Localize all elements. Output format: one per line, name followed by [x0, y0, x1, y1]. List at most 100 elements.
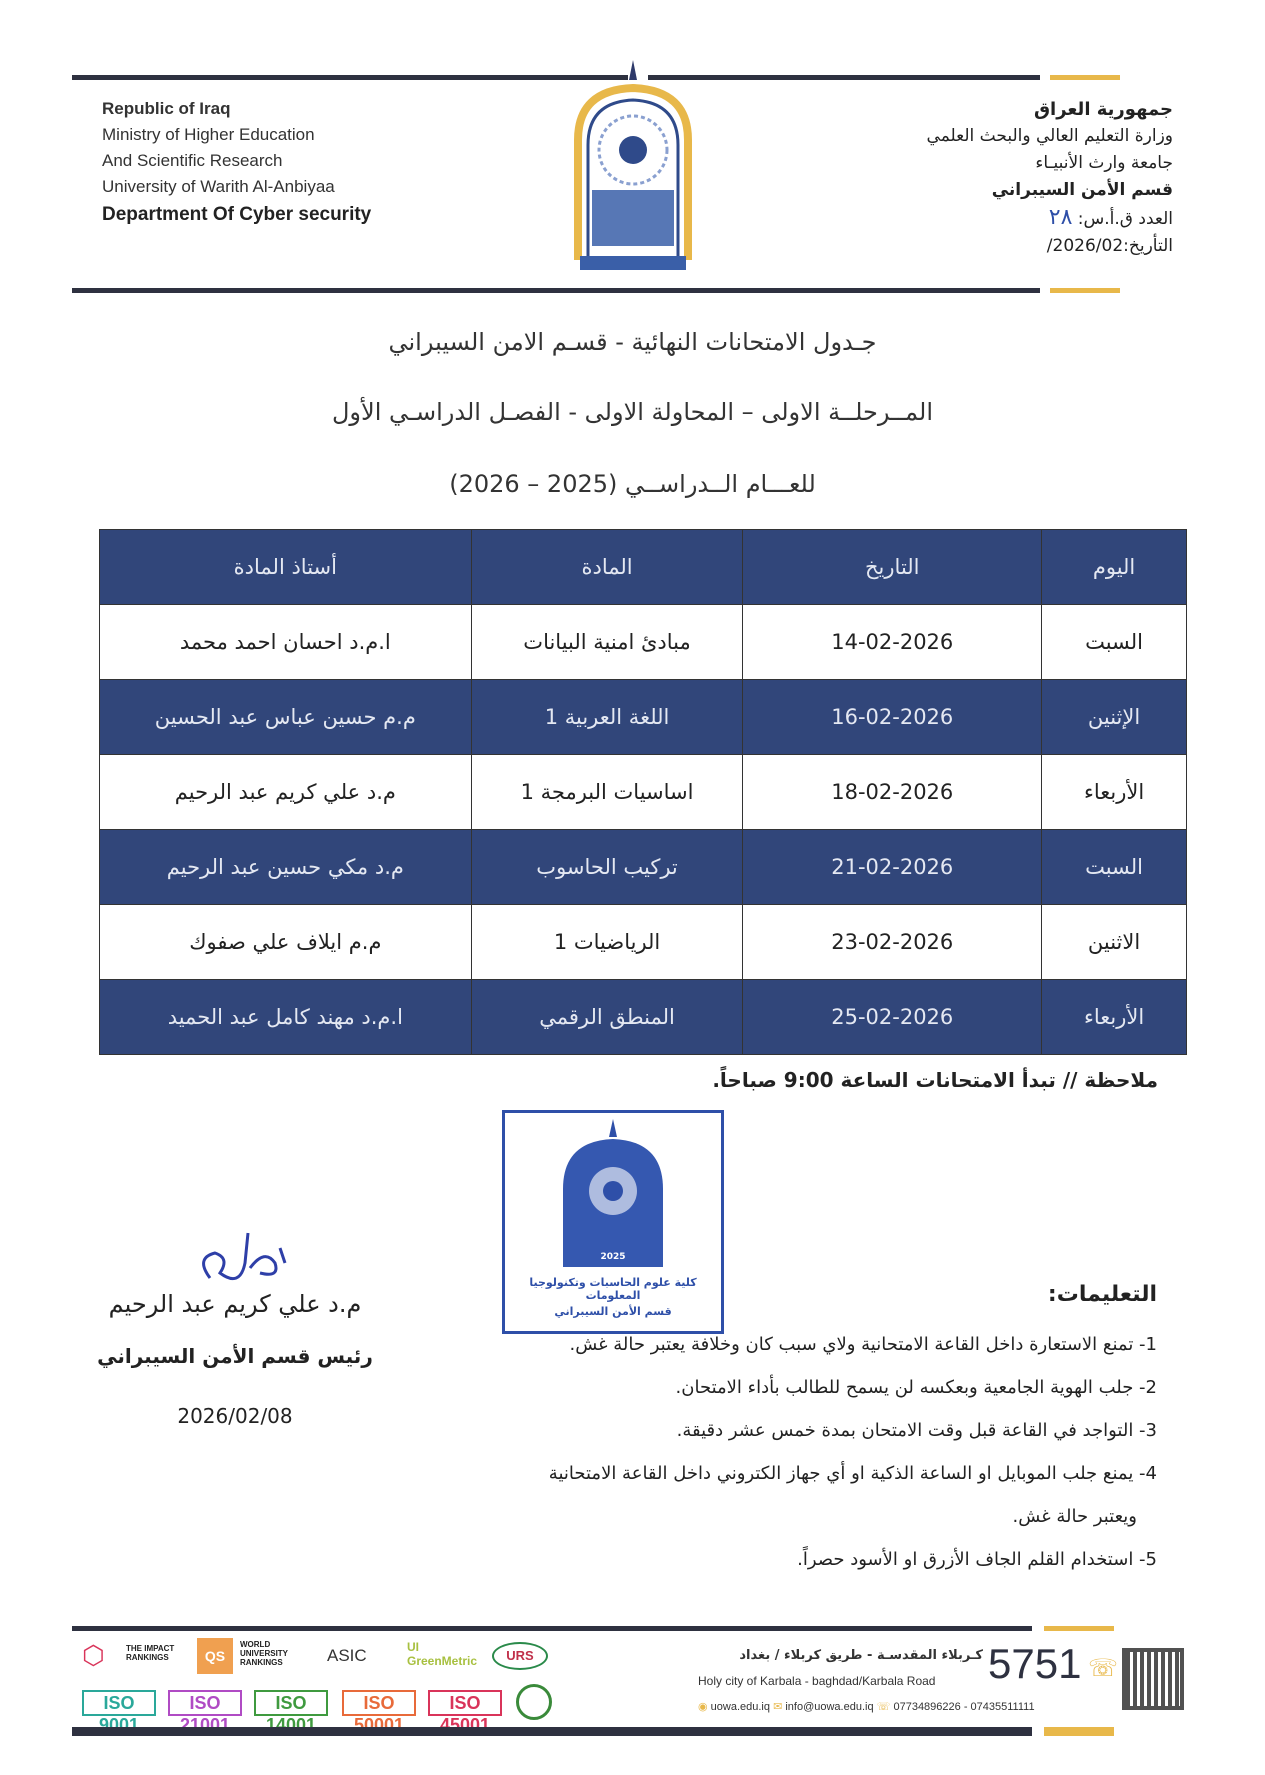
handwritten-signature — [190, 1218, 290, 1302]
table-row: السبت 21-02-2026 تركيب الحاسوب م.د مكي حسين… — [99, 829, 1187, 905]
cell-instructor: م.م حسين عباس عبد الحسين — [99, 679, 472, 755]
hotline-number: 5751 — [988, 1640, 1082, 1687]
cell-date: 14-02-2026 — [742, 604, 1043, 680]
reference-number: العدد ق.أ.س: ٢٨ — [1048, 205, 1173, 230]
table-row: السبت 14-02-2026 مبادئ امنية البيانات ا.م.د… — [99, 604, 1187, 680]
iso-21001-badge: ISO 21001 — [168, 1690, 242, 1735]
address-english: Holy city of Karbala - baghdad/Karbala R… — [698, 1674, 936, 1688]
header-date: التأريخ:2026/02/ — [1046, 236, 1173, 256]
ministry-label-2: And Scientific Research — [102, 151, 283, 170]
cell-day: الاثنين — [1041, 904, 1187, 980]
cell-instructor: ا.م.د مهند كامل عبد الحميد — [99, 979, 472, 1055]
rankings-logos: ⬡ THE IMPACT RANKINGS QS WORLD UNIVERSIT… — [82, 1638, 562, 1678]
phone-small-icon: ☏ — [876, 1701, 891, 1713]
signer-title: رئيس قسم الأمن السيبراني — [97, 1344, 373, 1368]
stamp-year: 2025 — [600, 1252, 625, 1262]
stamp-college: كلية علوم الحاسبات وتكنولوجيا المعلومات — [529, 1276, 697, 1302]
qs-logo: QS — [197, 1638, 233, 1674]
cell-day: الأربعاء — [1041, 979, 1187, 1055]
instruction-item: 5- استخدام القلم الجاف الأزرق او الأسود … — [797, 1549, 1157, 1570]
table-header-row: اليوم التاريخ المادة أستاذ المادة — [99, 529, 1187, 605]
table-row: الأربعاء 25-02-2026 المنطق الرقمي ا.م.د مهن… — [99, 979, 1187, 1055]
table-row: الاثنين 23-02-2026 الرياضيات 1 م.م ايلاف عل… — [99, 904, 1187, 980]
cell-subject: الرياضيات 1 — [470, 904, 744, 980]
cell-subject: مبادئ امنية البيانات — [470, 604, 744, 680]
stage-title: المــرحلــة الاولى – المحاولة الاولى - ا… — [331, 398, 934, 426]
urs-logo: URS — [492, 1642, 548, 1670]
iso-45001-badge: ISO 45001 — [428, 1690, 502, 1735]
year-title: للعـــام الــدراســي (2025 – 2026) — [449, 470, 816, 498]
department-stamp: 2025 كلية علوم الحاسبات وتكنولوجيا المعل… — [502, 1110, 724, 1334]
instruction-item: 3- التواجد في القاعة قبل وقت الامتحان بم… — [676, 1420, 1157, 1441]
header-bottom-rule — [72, 288, 1040, 293]
cell-day: الإثنين — [1041, 679, 1187, 755]
republic-ar: جمهورية العراق — [1033, 99, 1173, 120]
ministry-label: Ministry of Higher Education — [102, 125, 315, 144]
exam-schedule-table: اليوم التاريخ المادة أستاذ المادة السبت 1… — [99, 529, 1187, 1055]
cell-date: 16-02-2026 — [742, 679, 1043, 755]
header-top-rule — [72, 75, 628, 80]
asic-logo: ASIC — [327, 1646, 367, 1665]
schedule-title: جـدول الامتحانات النهائية - قسـم الامن ا… — [388, 328, 877, 356]
header-instructor: أستاذ المادة — [99, 529, 472, 605]
qr-code — [1122, 1648, 1184, 1710]
footer-bottom-rule — [72, 1727, 1032, 1736]
cell-date: 25-02-2026 — [742, 979, 1043, 1055]
email-icon: ✉ — [773, 1701, 783, 1713]
university-ar: جامعة وارث الأنبيـاء — [1035, 153, 1173, 173]
globe-icon: ◉ — [698, 1701, 708, 1713]
exam-time-note: ملاحظة // تبدأ الامتحانات الساعة 9:00 صب… — [712, 1068, 1158, 1092]
department-label: Department Of Cyber security — [102, 204, 372, 225]
reference-number-handwritten: ٢٨ — [1048, 205, 1073, 230]
department-ar: قسم الأمن السيبراني — [991, 180, 1173, 200]
iso-9001-badge: ISO 9001 — [82, 1690, 156, 1735]
cell-subject: اساسيات البرمجة 1 — [470, 754, 744, 830]
header-top-rule-right — [648, 75, 1040, 80]
header-gold-accent — [1050, 75, 1120, 80]
instruction-item: 4- يمنع جلب الموبايل او الساعة الذكية او… — [548, 1463, 1157, 1484]
iso-14001-badge: ISO 14001 — [254, 1690, 328, 1735]
qs-rankings-label: WORLD UNIVERSITY RANKINGS — [240, 1640, 288, 1667]
ministry-ar: وزارة التعليم العالي والبحث العلمي — [926, 126, 1173, 146]
instruction-item-continued: ويعتبر حالة غش. — [1012, 1506, 1137, 1527]
impact-rankings-icon: ⬡ — [82, 1640, 105, 1670]
cell-day: الأربعاء — [1041, 754, 1187, 830]
footer-bottom-gold — [1044, 1727, 1114, 1736]
email-link[interactable]: info@uowa.edu.iq — [785, 1701, 874, 1713]
university-logo — [570, 60, 696, 274]
footer-top-rule — [72, 1626, 1032, 1631]
stamp-department: قسم الأمن السيبراني — [554, 1305, 672, 1318]
table-row: الإثنين 16-02-2026 اللغة العربية 1 م.م حسين… — [99, 679, 1187, 755]
cell-date: 21-02-2026 — [742, 829, 1043, 905]
header-date: التاريخ — [742, 529, 1043, 605]
cell-date: 18-02-2026 — [742, 754, 1043, 830]
republic-label: Republic of Iraq — [102, 99, 231, 118]
accreditation-seal-icon — [516, 1684, 552, 1720]
cell-subject: المنطق الرقمي — [470, 979, 744, 1055]
impact-rankings-logo: THE IMPACT RANKINGS — [126, 1644, 175, 1662]
cell-subject: اللغة العربية 1 — [470, 679, 744, 755]
cell-subject: تركيب الحاسوب — [470, 829, 744, 905]
instructions-heading: التعليمات: — [1047, 1282, 1157, 1307]
signer-name: م.د علي كريم عبد الرحيم — [108, 1290, 362, 1318]
cell-instructor: م.د علي كريم عبد الرحيم — [99, 754, 472, 830]
header-subject: المادة — [470, 529, 744, 605]
university-label: University of Warith Al-Anbiyaa — [102, 177, 335, 196]
header-bottom-gold — [1050, 288, 1120, 293]
iso-50001-badge: ISO 50001 — [342, 1690, 416, 1735]
cell-instructor: ا.م.د احسان احمد محمد — [99, 604, 472, 680]
footer-top-gold — [1044, 1626, 1114, 1631]
cell-day: السبت — [1041, 829, 1187, 905]
address-arabic: كـربلاء المقدسـة - طريق كربلاء / بغداد — [739, 1648, 983, 1663]
instruction-item: 2- جلب الهوية الجامعية وبعكسه لن يسمح لل… — [675, 1377, 1157, 1398]
header-arabic: جمهورية العراق وزارة التعليم العالي والب… — [927, 96, 1173, 260]
phone-icon: ☏ — [1088, 1654, 1119, 1682]
cell-instructor: م.م ايلاف علي صفوك — [99, 904, 472, 980]
cell-day: السبت — [1041, 604, 1187, 680]
contact-line: ◉ uowa.edu.iq ✉ info@uowa.edu.iq ☏ 07734… — [698, 1700, 1035, 1713]
table-row: الأربعاء 18-02-2026 اساسيات البرمجة 1 م.د ع… — [99, 754, 1187, 830]
cell-date: 23-02-2026 — [742, 904, 1043, 980]
instruction-item: 1- تمنع الاستعارة داخل القاعة الامتحانية… — [569, 1334, 1157, 1355]
website-link[interactable]: uowa.edu.iq — [710, 1701, 770, 1713]
cell-instructor: م.د مكي حسين عبد الرحيم — [99, 829, 472, 905]
